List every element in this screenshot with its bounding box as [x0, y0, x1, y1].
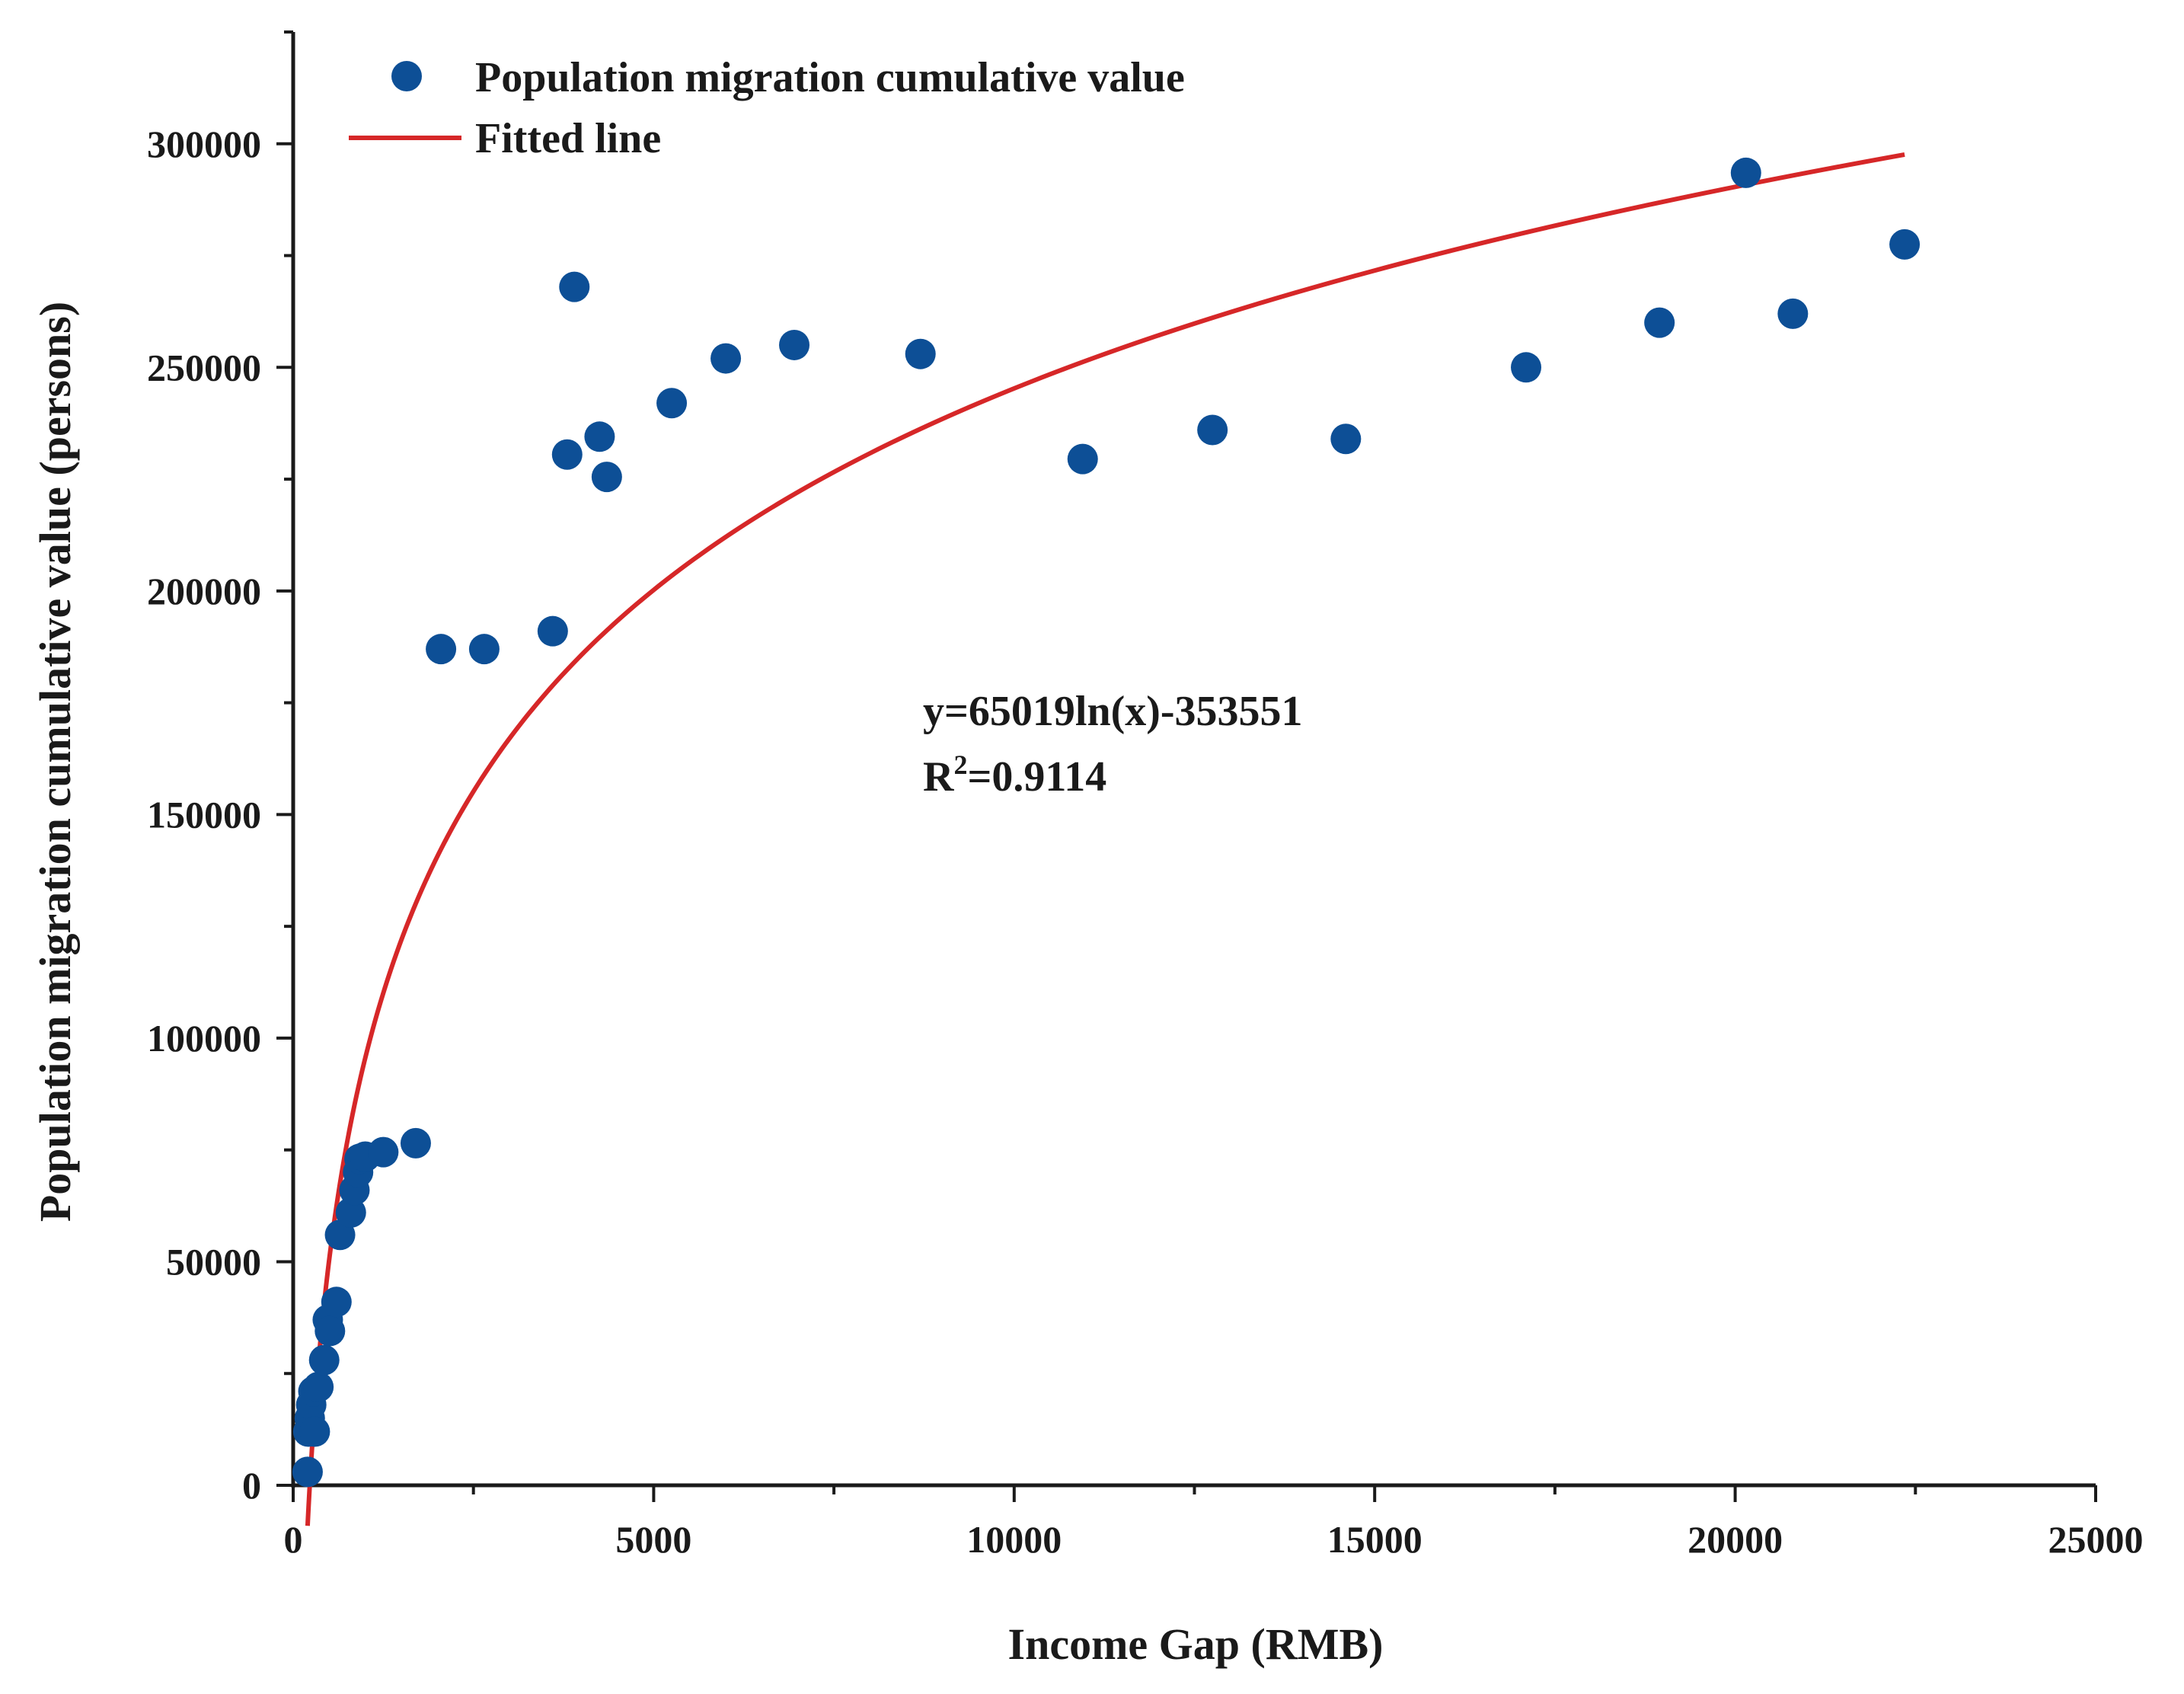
data-point	[426, 634, 457, 665]
x-tick-label: 20000	[1687, 1518, 1783, 1561]
data-point	[710, 343, 742, 374]
data-point	[315, 1315, 346, 1347]
data-point	[1067, 443, 1098, 475]
r2-superscript: 2	[953, 750, 967, 780]
y-tick-label: 300000	[147, 123, 261, 165]
data-point	[1777, 298, 1809, 329]
data-point	[400, 1127, 431, 1159]
y-tick-label: 0	[242, 1464, 261, 1507]
legend-label-fit: Fitted line	[475, 115, 661, 162]
equation-label: y=65019ln(x)-353551	[923, 688, 1303, 735]
y-tick-label: 50000	[166, 1240, 261, 1283]
r2-prefix: R	[923, 753, 954, 801]
data-point	[905, 338, 936, 369]
data-point	[368, 1136, 399, 1168]
x-tick-label: 25000	[2048, 1518, 2144, 1561]
data-point	[1730, 157, 1761, 188]
y-axis-title: Population migration cumulative value (p…	[30, 302, 80, 1222]
data-point	[303, 1371, 334, 1402]
data-point	[292, 1456, 323, 1488]
legend-marker-points	[391, 61, 422, 91]
r2-value: =0.9114	[967, 753, 1106, 801]
x-tick-label: 10000	[966, 1518, 1062, 1561]
data-point	[335, 1197, 366, 1228]
legend-label-points: Population migration cumulative value	[475, 54, 1185, 101]
data-point	[584, 421, 615, 452]
data-point	[308, 1344, 340, 1376]
y-tick-label: 250000	[147, 346, 261, 388]
data-point	[656, 388, 688, 419]
data-point	[779, 329, 810, 360]
legend: Population migration cumulative value Fi…	[349, 54, 1185, 162]
x-tick-label: 5000	[615, 1518, 691, 1561]
data-point	[1197, 414, 1228, 446]
x-tick-label: 0	[284, 1518, 303, 1561]
fit-annotation: y=65019ln(x)-353551 R2=0.9114	[923, 688, 1303, 801]
data-point	[321, 1286, 352, 1318]
x-tick-label: 15000	[1327, 1518, 1422, 1561]
data-point	[299, 1416, 330, 1447]
data-point	[1511, 352, 1542, 383]
data-point	[559, 271, 590, 302]
data-point	[1330, 424, 1362, 455]
r-squared-label: R2=0.9114	[923, 750, 1106, 801]
fitted-line	[305, 152, 1905, 1526]
axes-layer: 0 5000 10000 15000 20000 25000050000100000150…	[147, 30, 2144, 1561]
data-point	[1644, 307, 1675, 338]
data-point	[1889, 229, 1921, 260]
data-point	[468, 634, 500, 665]
data-point	[591, 462, 622, 493]
y-tick-label: 150000	[147, 793, 261, 836]
y-tick-label: 200000	[147, 570, 261, 612]
data-point	[551, 439, 583, 470]
y-tick-label: 100000	[147, 1017, 261, 1060]
data-point	[537, 615, 568, 647]
fit-layer	[305, 152, 1905, 1526]
points-layer	[292, 157, 1921, 1488]
x-axis-title: Income Gap (RMB)	[1008, 1619, 1384, 1669]
